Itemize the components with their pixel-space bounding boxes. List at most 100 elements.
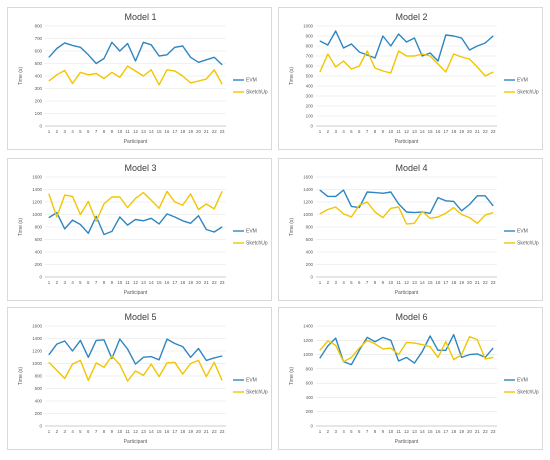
y-tick-label: 200 — [306, 262, 314, 267]
data-point — [80, 224, 81, 225]
data-point — [48, 354, 50, 356]
data-point — [150, 44, 152, 46]
data-point — [174, 70, 176, 72]
data-point — [461, 354, 462, 355]
data-point — [358, 204, 360, 206]
y-tick-label: 500 — [35, 61, 43, 66]
x-tick-label: 19 — [459, 429, 464, 434]
x-tick-label: 10 — [388, 129, 393, 134]
data-point — [80, 214, 81, 215]
x-tick-label: 16 — [165, 429, 170, 434]
chart-title: Model 2 — [395, 12, 427, 22]
data-point — [453, 200, 455, 202]
y-tick-label: 600 — [35, 386, 43, 391]
data-point — [111, 41, 113, 43]
data-point — [429, 55, 431, 57]
x-tick-label: 12 — [404, 129, 409, 134]
data-point — [453, 35, 455, 37]
data-point — [135, 370, 136, 372]
x-tick-label: 8 — [374, 129, 377, 134]
x-axis-label: Participant — [124, 139, 148, 145]
data-point — [484, 214, 486, 216]
x-tick-label: 8 — [103, 429, 106, 434]
data-point — [492, 347, 494, 349]
y-tick-label: 1400 — [303, 187, 313, 192]
data-point — [158, 223, 160, 225]
data-point — [221, 190, 223, 192]
x-tick-label: 6 — [358, 429, 361, 434]
y-tick-label: 200 — [35, 262, 43, 267]
data-point — [95, 339, 97, 341]
data-point — [319, 189, 321, 191]
chart-panel: Model 3 0 200 400 600 800 1000 1200 1400 1600 1 2 3 4… — [7, 158, 272, 301]
x-tick-label: 22 — [483, 429, 488, 434]
y-tick-label: 200 — [306, 409, 314, 414]
data-point — [421, 351, 423, 353]
y-tick-label: 0 — [40, 424, 43, 429]
x-tick-label: 4 — [71, 429, 74, 434]
y-axis-label: Time (s) — [289, 218, 295, 236]
x-tick-label: 7 — [366, 129, 369, 134]
data-point — [103, 78, 105, 79]
data-point — [87, 379, 89, 381]
data-point — [351, 357, 352, 358]
x-tick-label: 23 — [491, 429, 496, 434]
y-tick-label: 0 — [311, 275, 314, 280]
data-point — [87, 54, 89, 56]
data-point — [351, 43, 352, 45]
data-point — [150, 217, 152, 219]
data-point — [135, 219, 136, 220]
x-tick-label: 12 — [133, 129, 138, 134]
data-point — [56, 212, 58, 214]
data-point — [142, 41, 144, 43]
data-point — [64, 42, 66, 44]
data-point — [406, 41, 407, 43]
data-point — [484, 358, 486, 360]
data-point — [166, 338, 168, 340]
data-point — [343, 213, 344, 215]
data-point — [221, 64, 223, 66]
data-point — [150, 356, 152, 358]
data-point — [182, 346, 184, 348]
data-point — [382, 35, 384, 37]
data-point — [127, 348, 129, 350]
data-point — [343, 189, 344, 191]
x-tick-label: 10 — [388, 429, 393, 434]
data-point — [413, 212, 415, 214]
data-point — [103, 366, 105, 368]
x-axis-label: Participant — [395, 139, 419, 145]
data-point — [174, 216, 176, 218]
x-tick-label: 3 — [63, 280, 66, 285]
data-point — [437, 60, 439, 62]
data-point — [469, 58, 470, 60]
data-point — [406, 223, 407, 225]
y-tick-label: 300 — [306, 94, 314, 99]
data-point — [142, 192, 144, 194]
x-tick-label: 21 — [204, 129, 209, 134]
data-point — [119, 50, 121, 52]
data-point — [80, 46, 81, 48]
data-point — [182, 373, 184, 375]
series-line-sketchup — [319, 201, 494, 225]
data-point — [111, 355, 113, 357]
data-point — [421, 55, 423, 57]
data-point — [461, 210, 462, 212]
x-tick-label: 21 — [204, 429, 209, 434]
data-point — [80, 359, 81, 361]
data-point — [335, 66, 337, 68]
x-tick-label: 13 — [141, 429, 146, 434]
data-point — [205, 59, 207, 61]
chart-panel: Model 5 0 200 400 600 800 1000 1200 1400 1600 1 2 3 4… — [7, 307, 272, 450]
data-point — [374, 57, 376, 59]
legend-label: SketchUp — [517, 90, 539, 96]
x-tick-label: 19 — [459, 129, 464, 134]
data-point — [221, 226, 223, 228]
x-tick-label: 10 — [117, 129, 122, 134]
x-tick-label: 2 — [327, 129, 330, 134]
data-point — [48, 217, 50, 219]
x-tick-label: 14 — [420, 129, 425, 134]
data-point — [166, 54, 168, 56]
x-tick-label: 22 — [483, 129, 488, 134]
data-point — [492, 212, 494, 214]
